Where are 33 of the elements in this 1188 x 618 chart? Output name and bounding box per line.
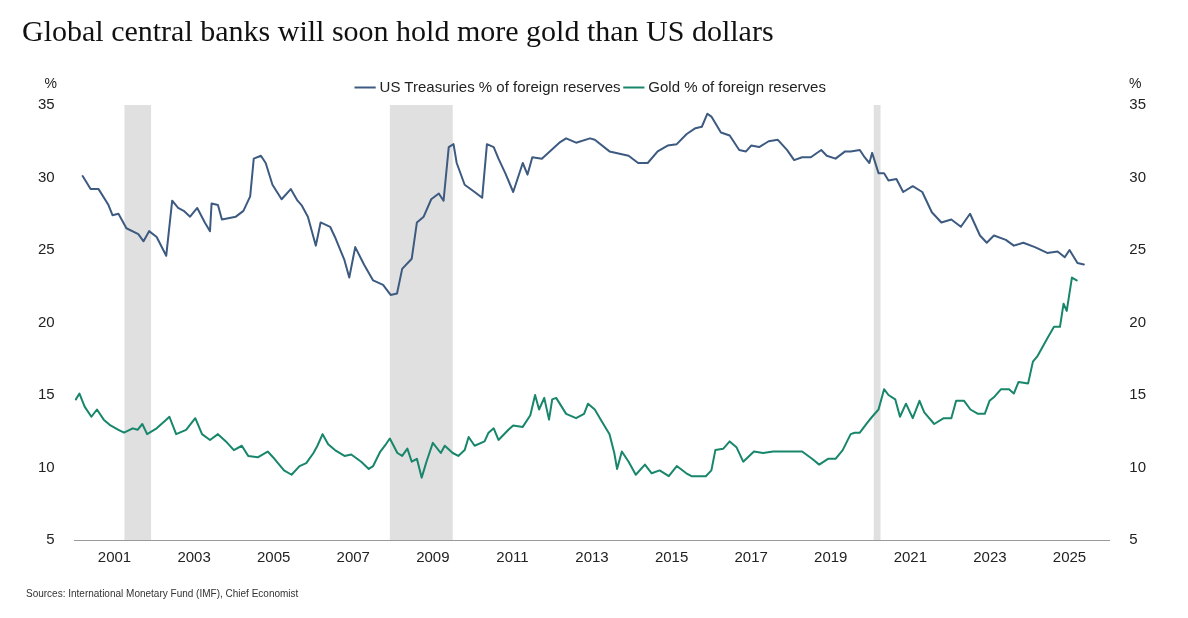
y2-tick-label: 25 xyxy=(1129,240,1146,258)
x-tick-label: 2025 xyxy=(1052,548,1087,566)
x-tick-label: 2015 xyxy=(654,548,689,566)
source-note: Sources: International Monetary Fund (IMF), Chief Economist xyxy=(25,587,300,599)
chart-title: Global central banks will soon hold more gold than US dollars xyxy=(21,13,775,49)
y-tick-label: 20 xyxy=(38,312,55,330)
x-tick-label: 2003 xyxy=(177,548,211,566)
y-tick-label: 5 xyxy=(46,530,55,548)
x-tick-label: 2013 xyxy=(575,548,609,566)
x-tick-label: 2009 xyxy=(416,548,450,566)
y-axis-title: % xyxy=(44,74,57,91)
x-tick-label: 2011 xyxy=(496,548,529,566)
y-tick-label: 10 xyxy=(38,457,55,475)
x-tick-label: 2017 xyxy=(734,548,768,566)
y2-tick-label: 10 xyxy=(1129,457,1146,475)
x-tick-label: 2021 xyxy=(893,548,928,566)
y2-tick-label: 15 xyxy=(1129,385,1146,403)
x-tick-label: 2001 xyxy=(97,548,132,566)
x-tick-label: 2023 xyxy=(973,548,1007,566)
y-tick-label: 30 xyxy=(38,167,55,185)
y-tick-label: 15 xyxy=(38,385,55,403)
x-tick-label: 2019 xyxy=(814,548,848,566)
y2-tick-label: 20 xyxy=(1129,312,1146,330)
y2-tick-label: 5 xyxy=(1129,530,1138,548)
legend-label: Gold % of foreign reserves xyxy=(648,77,826,95)
x-tick-label: 2007 xyxy=(336,548,370,566)
y2-axis-title: % xyxy=(1129,74,1142,91)
x-tick-label: 2005 xyxy=(256,548,291,566)
y-tick-label: 25 xyxy=(38,240,55,258)
legend-label: US Treasuries % of foreign reserves xyxy=(379,77,621,95)
y2-tick-label: 35 xyxy=(1129,95,1146,113)
y-tick-label: 35 xyxy=(38,95,55,113)
y2-tick-label: 30 xyxy=(1129,167,1146,185)
